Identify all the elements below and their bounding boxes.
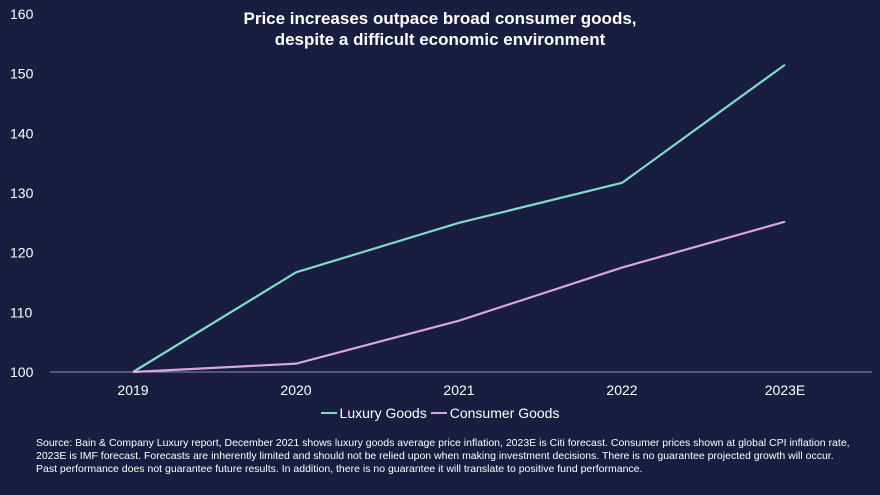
- source-footnote: Source: Bain & Company Luxury report, De…: [36, 437, 850, 475]
- legend-swatch-luxury-goods: [320, 412, 337, 414]
- x-tick-label: 2023E: [765, 382, 805, 398]
- y-tick-label: 130: [10, 185, 34, 201]
- legend-label-consumer-goods: Consumer Goods: [449, 405, 560, 421]
- x-tick-label: 2021: [443, 382, 474, 398]
- y-tick-label: 140: [10, 125, 34, 141]
- legend: Luxury Goods Consumer Goods: [0, 405, 880, 421]
- y-tick-label: 160: [10, 6, 34, 22]
- y-axis: 100 110 120 130 140 150 160: [10, 6, 34, 380]
- y-tick-label: 120: [10, 245, 34, 261]
- series-group: [132, 63, 786, 374]
- legend-label-luxury-goods: Luxury Goods: [339, 405, 427, 421]
- series-line-consumer-goods: [132, 220, 786, 374]
- x-tick-label: 2022: [606, 382, 637, 398]
- x-tick-label: 2019: [117, 382, 148, 398]
- y-tick-label: 100: [10, 364, 34, 380]
- chart-title-line-1: Price increases outpace broad consumer g…: [243, 9, 637, 28]
- series-line-luxury-goods: [132, 63, 786, 373]
- legend-item-luxury-goods: Luxury Goods: [320, 405, 427, 421]
- x-axis: 2019 2020 2021 2022 2023E: [50, 371, 872, 398]
- x-tick-label: 2020: [280, 382, 311, 398]
- y-tick-label: 110: [10, 304, 33, 320]
- chart-title-line-2: despite a difficult economic environment: [274, 30, 606, 49]
- y-tick-label: 150: [10, 66, 34, 82]
- chart-title: Price increases outpace broad consumer g…: [170, 8, 710, 50]
- legend-item-consumer-goods: Consumer Goods: [430, 405, 560, 421]
- legend-swatch-consumer-goods: [430, 412, 447, 414]
